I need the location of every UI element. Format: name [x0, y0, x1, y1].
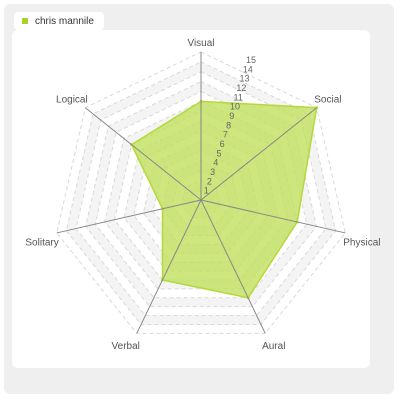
axis-label-aural: Aural: [262, 341, 285, 352]
tick-label: 8: [226, 120, 231, 130]
axis-label-physical: Physical: [343, 237, 380, 248]
axis-labels: Visual Social Physical Aural Verbal Solitary L…: [25, 38, 380, 352]
tick-label: 7: [223, 130, 228, 140]
tick-label: 1: [204, 186, 209, 196]
tick-label: 15: [246, 55, 256, 65]
legend-swatch: [22, 18, 28, 24]
axis-line: [136, 199, 202, 334]
axis-lines: [56, 52, 346, 334]
axis-line: [200, 199, 266, 334]
legend-series-label: chris mannile: [35, 15, 94, 27]
axis-label-social: Social: [314, 94, 341, 105]
tick-label: 11: [233, 92, 242, 102]
tick-label: 2: [207, 176, 212, 186]
axis-line: [200, 107, 318, 201]
axis-label-visual: Visual: [187, 38, 214, 49]
axis-label-logical: Logical: [56, 94, 88, 105]
axis-label-solitary: Solitary: [25, 237, 58, 248]
tick-label: 9: [229, 111, 234, 121]
legend[interactable]: chris mannile: [14, 12, 104, 30]
tick-label: 6: [220, 139, 225, 149]
axis-line: [200, 199, 346, 234]
axis-label-verbal: Verbal: [112, 341, 140, 352]
tick-label: 4: [213, 158, 218, 168]
tick-label: 14: [243, 64, 253, 74]
grid-ring: [56, 51, 346, 334]
axis-line: [56, 199, 202, 234]
tick-label: 3: [210, 167, 215, 177]
axis-line: [84, 107, 202, 201]
tick-label: 10: [230, 102, 240, 112]
tick-label: 12: [236, 83, 246, 93]
grid-ring: [94, 90, 308, 299]
tick-label: 13: [240, 74, 250, 84]
tick-label: 5: [216, 148, 221, 158]
